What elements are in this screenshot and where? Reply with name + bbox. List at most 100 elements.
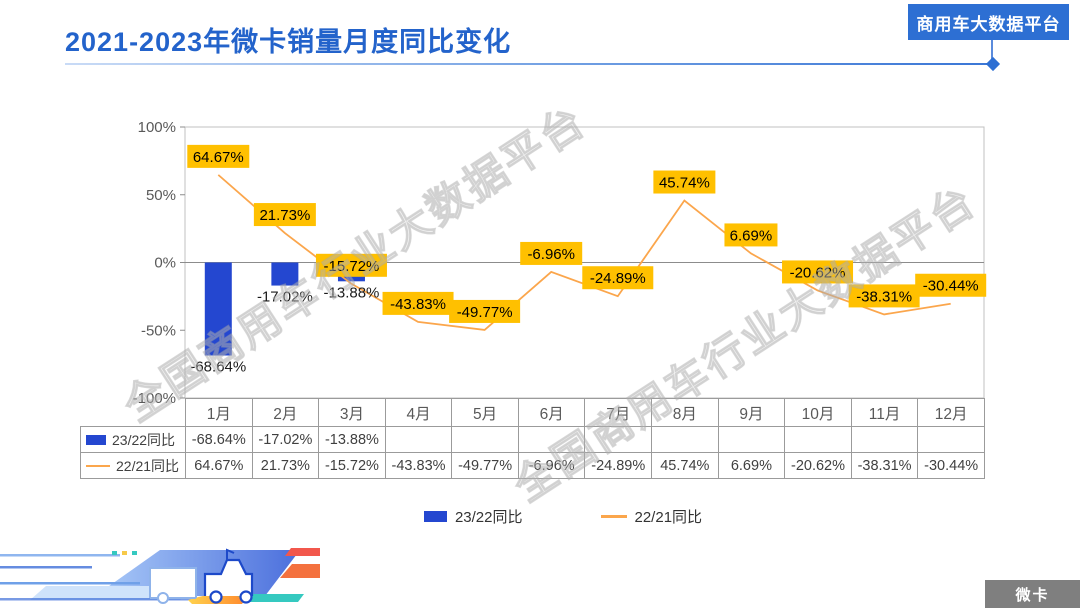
line-value-label-box [582, 266, 654, 290]
table-corner-cell [81, 399, 186, 427]
line-value-label-box [724, 223, 778, 247]
month-header-cell: 9月 [717, 398, 786, 427]
line-value-label: 21.73% [259, 207, 310, 224]
table-cell: -30.44% [917, 452, 985, 479]
speed-dot [112, 551, 117, 555]
speed-dot [132, 551, 137, 555]
line-value-label-box [315, 253, 387, 277]
table-header-row: 1月 2月 3月 4月 5月 6月 7月 8月 9月 10月 11月 12月 [81, 398, 985, 427]
month-header-cell: 7月 [584, 398, 653, 427]
truck-graphic [0, 548, 320, 604]
y-tick-label: 100% [138, 119, 176, 136]
table-cell [517, 426, 586, 453]
line-value-label-box [848, 284, 920, 308]
table-row: 22/21同比 64.67% 21.73% -15.72% -43.83% -49.77%… [80, 452, 985, 479]
month-header-cell: 2月 [251, 398, 320, 427]
table-cell: 64.67% [185, 452, 253, 479]
y-tick-label: 50% [146, 187, 176, 204]
month-header-cell: 11月 [850, 398, 919, 427]
y-tick-label: -50% [141, 322, 176, 339]
month-header-cell: 4月 [384, 398, 453, 427]
bar-series-key-icon [86, 434, 106, 445]
y-tick-label: 0% [154, 255, 176, 272]
line-series-key-icon [86, 464, 110, 467]
line-series-swatch-icon [600, 515, 627, 518]
row-header-label: 22/21同比 [116, 457, 180, 474]
bar-value-label: -68.64% [190, 359, 246, 376]
table-cell: 21.73% [251, 452, 320, 479]
table-cell: -6.96% [517, 452, 586, 479]
month-header-cell: 8月 [651, 398, 719, 427]
month-header-cell: 1月 [185, 398, 253, 427]
legend-item-line: 22/21同比 [600, 506, 703, 527]
front-truck-outline [203, 558, 254, 596]
line-value-label: -38.31% [856, 288, 912, 305]
rear-truck-wheel [157, 592, 169, 604]
speed-line [0, 566, 92, 569]
table-cell [584, 426, 653, 453]
line-value-label: 45.74% [659, 175, 710, 192]
speed-line [0, 582, 140, 585]
speed-dot [122, 551, 127, 555]
line-value-label: 6.69% [730, 227, 773, 244]
legend-label: 22/21同比 [634, 509, 703, 526]
line-value-label: -20.62% [790, 264, 846, 281]
speed-line [0, 554, 120, 557]
speed-streak [285, 548, 320, 556]
line-value-label: -15.72% [324, 258, 380, 275]
table-cell [784, 426, 852, 453]
bar-series-swatch-icon [423, 511, 447, 522]
line-value-label-box [782, 260, 854, 284]
platform-badge: 商用车大数据平台 [908, 4, 1069, 40]
row-header: 22/21同比 [82, 456, 185, 476]
front-truck-wheel [239, 590, 253, 604]
month-header-cell: 12月 [917, 398, 985, 427]
line-value-label-box [915, 273, 987, 297]
row-header-cell: 22/21同比 [80, 452, 186, 479]
bar [271, 262, 299, 286]
line-value-label-box [449, 299, 521, 323]
month-header-cell: 3月 [318, 398, 386, 427]
line-value-label: -49.77% [457, 304, 513, 321]
front-truck-wheel [209, 590, 223, 604]
row-header-cell: 23/22同比 [80, 426, 186, 453]
line-series [217, 174, 951, 331]
y-tick-label: -100% [133, 390, 176, 407]
table-cell [850, 426, 919, 453]
line-value-label: -24.89% [590, 270, 646, 287]
table-cell: -17.02% [251, 426, 320, 453]
badge-connector-line [991, 40, 993, 62]
bar-value-label: -13.88% [324, 284, 380, 301]
table-cell [451, 426, 519, 453]
line-value-label-box [653, 170, 716, 194]
line-value-label: 64.67% [193, 149, 244, 166]
table-cell: 6.69% [717, 452, 786, 479]
table-cell [651, 426, 719, 453]
line-value-label-box [520, 241, 583, 265]
table-cell: -24.89% [584, 452, 653, 479]
table-cell [717, 426, 786, 453]
page-title: 2021-2023年微卡销量月度同比变化 [65, 27, 512, 57]
table-cell [917, 426, 985, 453]
table-cell: -20.62% [784, 452, 852, 479]
title-underline [65, 63, 993, 65]
truck-exhaust [226, 548, 235, 560]
row-header: 23/22同比 [82, 430, 185, 450]
line-value-label-box [382, 291, 454, 315]
table-cell: 45.74% [651, 452, 719, 479]
table-cell: -15.72% [318, 452, 386, 479]
line-value-label: -43.83% [390, 296, 446, 313]
speed-streak [280, 564, 320, 578]
line-value-label-box [187, 144, 250, 168]
legend-label: 23/22同比 [454, 509, 523, 526]
table-cell: -13.88% [318, 426, 386, 453]
month-header-cell: 6月 [517, 398, 586, 427]
data-table: 1月 2月 3月 4月 5月 6月 7月 8月 9月 10月 11月 12月 23/22同比 -68.64… [80, 398, 985, 479]
table-cell: -43.83% [384, 452, 453, 479]
table-cell: -38.31% [850, 452, 919, 479]
legend-item-bar: 23/22同比 [423, 506, 523, 527]
month-header-cell: 5月 [451, 398, 519, 427]
line-value-label-box [253, 203, 316, 227]
